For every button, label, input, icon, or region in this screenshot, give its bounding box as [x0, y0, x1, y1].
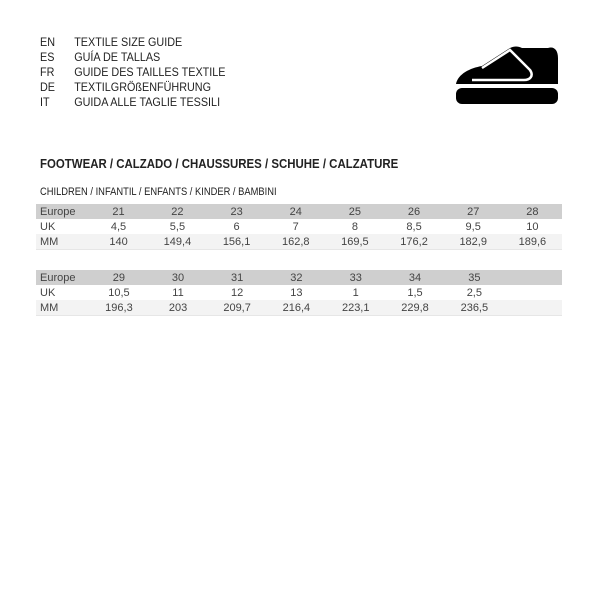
table-row: UK 10,5 11 12 13 1 1,5 2,5 — [36, 285, 562, 300]
language-code: IT — [40, 95, 50, 109]
size-cell: 169,5 — [325, 234, 385, 250]
language-title: GUIDE DES TAILLES TEXTILE — [74, 65, 226, 79]
size-cell: 176,2 — [384, 234, 444, 250]
size-cell — [504, 300, 562, 316]
size-cell: 156,1 — [207, 234, 267, 250]
language-title: GUIDA ALLE TAGLIE TESSILI — [74, 95, 221, 109]
size-cell: 10 — [526, 220, 539, 233]
section-title: FOOTWEAR / CALZADO / CHAUSSURES / SCHUHE… — [40, 156, 399, 171]
size-cell: 5,5 — [169, 220, 186, 233]
size-cell: 189,6 — [502, 234, 562, 250]
size-cell: 30 — [148, 270, 208, 285]
size-cell: 1 — [352, 286, 359, 299]
size-cell: 7 — [292, 220, 299, 233]
size-cell: 196,3 — [89, 300, 149, 316]
table-row: UK 4,5 5,5 6 7 8 8,5 9,5 10 — [36, 219, 562, 234]
row-label: Europe — [36, 204, 90, 219]
language-row: DE TEXTILGRÖßENFÜHRUNG — [40, 80, 225, 95]
size-cell: 149,4 — [147, 234, 207, 250]
shoe-icon — [456, 46, 558, 104]
size-cell: 4,5 — [110, 220, 127, 233]
size-cell: 35 — [444, 270, 504, 285]
language-list: EN TEXTILE SIZE GUIDE ES GUÍA DE TALLAS FR… — [40, 35, 225, 110]
language-title: GUÍA DE TALLAS — [74, 50, 161, 64]
size-cell: 1,5 — [407, 286, 423, 299]
size-cell: 8 — [351, 220, 358, 233]
row-label: UK — [40, 220, 56, 233]
language-code: DE — [40, 80, 56, 94]
size-cell — [504, 285, 562, 300]
row-label: Europe — [36, 270, 90, 285]
table-row: MM 196,3 203 209,7 216,4 223,1 229,8 236,5 — [36, 300, 562, 316]
row-label: UK — [40, 286, 56, 299]
table-row: Europe 21 22 23 24 25 26 27 28 — [36, 204, 562, 219]
size-table: Europe 29 30 31 32 33 34 35 UK 10,5 11 12 13 1 1,5 2,5 M… — [36, 270, 562, 316]
language-code: ES — [40, 50, 55, 64]
language-code: EN — [40, 35, 56, 49]
size-cell: 8,5 — [406, 220, 422, 233]
size-cell: 140 — [89, 234, 148, 250]
language-title: TEXTILE SIZE GUIDE — [74, 35, 183, 49]
size-cell: 10,5 — [108, 286, 130, 299]
size-cell: 11 — [172, 286, 184, 299]
row-label: MM — [36, 300, 90, 316]
subsection-title: CHILDREN / INFANTIL / ENFANTS / KINDER /… — [40, 186, 277, 198]
size-cell: 34 — [385, 270, 445, 285]
table-row: MM 140 149,4 156,1 162,8 169,5 176,2 182,9 189,6 — [36, 234, 562, 250]
size-cell: 6 — [233, 220, 240, 233]
language-code: FR — [40, 65, 55, 79]
size-cell: 236,5 — [444, 300, 504, 316]
size-table: Europe 21 22 23 24 25 26 27 28 UK 4,5 5,5 6 7 8 8,5 9,5 1… — [36, 204, 562, 250]
size-cell: 25 — [325, 204, 385, 219]
size-cell: 182,9 — [443, 234, 503, 250]
language-row: EN TEXTILE SIZE GUIDE — [40, 35, 225, 50]
size-cell: 27 — [443, 204, 503, 219]
size-cell: 23 — [207, 204, 267, 219]
language-title: TEXTILGRÖßENFÜHRUNG — [74, 80, 212, 94]
language-row: ES GUÍA DE TALLAS — [40, 50, 225, 65]
size-cell: 216,4 — [266, 300, 327, 316]
row-label: MM — [36, 234, 90, 250]
size-cell: 9,5 — [465, 220, 481, 233]
size-cell: 33 — [326, 270, 386, 285]
size-cell: 2,5 — [466, 286, 482, 299]
size-cell: 203 — [148, 300, 208, 316]
size-cell: 209,7 — [207, 300, 267, 316]
table-row: Europe 29 30 31 32 33 34 35 — [36, 270, 562, 285]
language-row: IT GUIDA ALLE TAGLIE TESSILI — [40, 95, 225, 110]
size-cell: 22 — [147, 204, 207, 219]
size-cell — [504, 270, 562, 285]
size-cell: 32 — [266, 270, 327, 285]
language-row: FR GUIDE DES TAILLES TEXTILE — [40, 65, 225, 80]
size-cell: 26 — [384, 204, 444, 219]
size-cell: 229,8 — [385, 300, 445, 316]
size-cell: 21 — [89, 204, 148, 219]
size-cell: 12 — [230, 286, 244, 299]
size-cell: 29 — [89, 270, 149, 285]
size-cell: 223,1 — [326, 300, 386, 316]
size-cell: 24 — [266, 204, 326, 219]
size-cell: 162,8 — [266, 234, 326, 250]
size-cell: 13 — [290, 286, 303, 299]
size-cell: 28 — [502, 204, 562, 219]
size-cell: 31 — [207, 270, 267, 285]
